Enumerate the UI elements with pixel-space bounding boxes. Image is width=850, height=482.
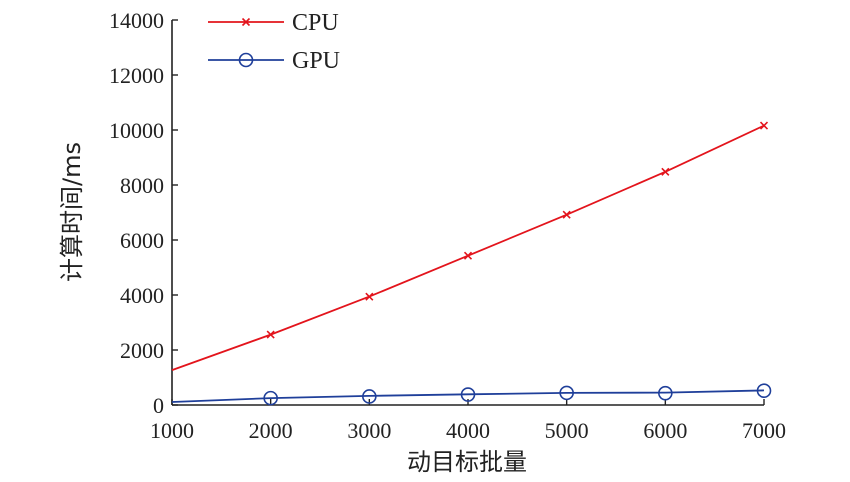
data-point-cpu bbox=[463, 251, 473, 260]
legend: CPU GPU bbox=[208, 10, 340, 74]
y-tick-label: 8000 bbox=[120, 173, 164, 198]
data-point-gpu bbox=[756, 383, 772, 399]
y-tick-label: 0 bbox=[153, 393, 164, 418]
series-layer bbox=[171, 121, 772, 406]
data-point-cpu bbox=[562, 210, 571, 219]
data-point-cpu bbox=[365, 292, 374, 301]
x-tick-label: 3000 bbox=[347, 418, 391, 443]
data-point-gpu bbox=[362, 389, 377, 404]
x-tick-label: 5000 bbox=[545, 418, 589, 443]
x-tick-label: 7000 bbox=[742, 418, 786, 443]
y-tick-label: 10000 bbox=[109, 118, 164, 143]
data-point-cpu bbox=[661, 167, 670, 176]
series-line-cpu bbox=[171, 124, 765, 371]
axes: 0 2000 4000 6000 8000 10000 12000 14000 1000 2000… bbox=[109, 8, 786, 443]
y-tick-label: 4000 bbox=[120, 283, 164, 308]
x-tick-label: 1000 bbox=[150, 418, 194, 443]
data-point-cpu bbox=[266, 330, 275, 339]
y-tick-label: 6000 bbox=[120, 228, 164, 253]
legend-item-cpu: CPU bbox=[208, 10, 339, 36]
data-point-gpu bbox=[559, 385, 574, 401]
legend-label-cpu: CPU bbox=[292, 10, 339, 36]
data-point-cpu bbox=[759, 121, 769, 130]
series-cpu bbox=[171, 121, 769, 371]
x-tick-label: 4000 bbox=[446, 418, 490, 443]
x-tick-label: 2000 bbox=[249, 418, 293, 443]
x-axis-title: 动目标批量 bbox=[407, 448, 527, 476]
x-tick-label: 6000 bbox=[643, 418, 687, 443]
y-tick-label: 12000 bbox=[109, 63, 164, 88]
data-point-gpu bbox=[658, 385, 673, 401]
series-line-gpu bbox=[171, 389, 765, 403]
legend-label-gpu: GPU bbox=[292, 48, 340, 74]
y-tick-label: 2000 bbox=[120, 338, 164, 363]
series-gpu bbox=[171, 383, 772, 406]
data-point-gpu bbox=[263, 390, 278, 406]
y-tick-label: 14000 bbox=[109, 8, 164, 33]
y-axis-title: 计算时间/ms bbox=[58, 142, 86, 282]
data-point-gpu bbox=[460, 387, 476, 402]
legend-item-gpu: GPU bbox=[208, 48, 340, 74]
